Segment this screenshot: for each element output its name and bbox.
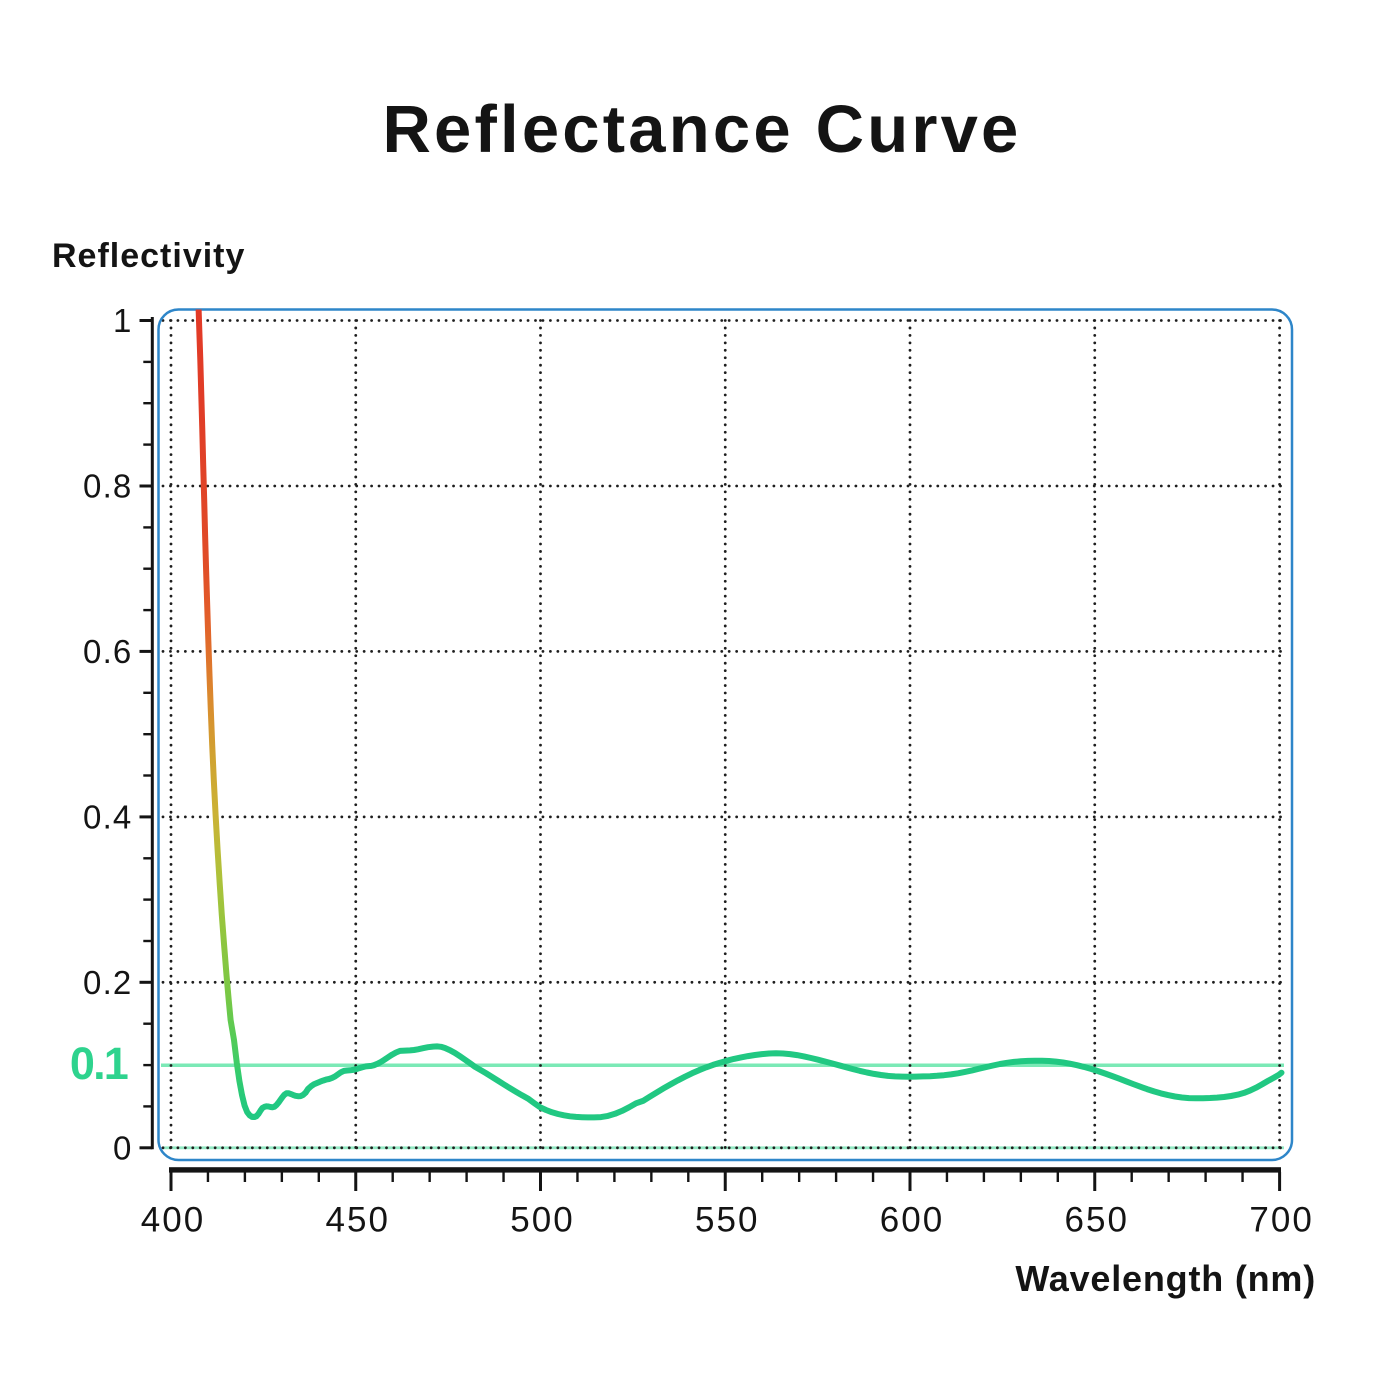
- svg-text:0.4: 0.4: [83, 799, 132, 836]
- svg-text:650: 650: [1065, 1201, 1129, 1240]
- svg-text:Wavelength (nm): Wavelength (nm): [1015, 1258, 1316, 1299]
- svg-text:Reflectance Curve: Reflectance Curve: [382, 92, 1021, 167]
- svg-text:0.6: 0.6: [83, 633, 132, 670]
- svg-text:700: 700: [1249, 1201, 1313, 1240]
- svg-text:0.8: 0.8: [83, 468, 132, 505]
- svg-text:400: 400: [141, 1201, 205, 1240]
- svg-text:1: 1: [113, 302, 133, 339]
- svg-text:0.2: 0.2: [83, 964, 132, 1001]
- svg-text:0: 0: [113, 1130, 133, 1167]
- svg-text:600: 600: [880, 1201, 944, 1240]
- svg-text:Reflectivity: Reflectivity: [52, 237, 245, 275]
- svg-text:500: 500: [510, 1201, 574, 1240]
- svg-text:0.1: 0.1: [70, 1038, 128, 1089]
- svg-text:550: 550: [695, 1201, 759, 1240]
- svg-text:450: 450: [326, 1201, 390, 1240]
